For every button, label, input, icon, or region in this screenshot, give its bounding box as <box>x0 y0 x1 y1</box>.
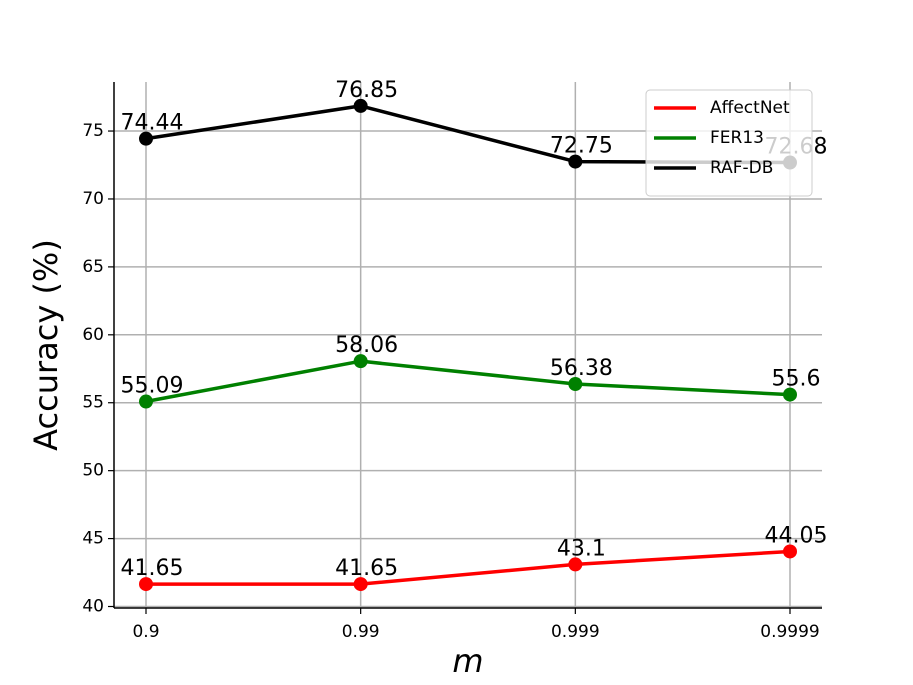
y-tick-label: 45 <box>82 529 104 549</box>
x-tick-label: 0.99 <box>342 622 380 642</box>
series-line <box>145 359 791 404</box>
data-label: 55.09 <box>121 374 184 399</box>
y-tick-label: 70 <box>82 189 104 209</box>
x-tick-label: 0.9999 <box>760 622 819 642</box>
y-tick-label: 75 <box>82 121 104 141</box>
data-label: 41.65 <box>335 556 398 581</box>
y-tick-label: 50 <box>82 461 104 481</box>
data-label: 58.06 <box>335 333 398 358</box>
point <box>568 376 583 391</box>
y-tick-label: 40 <box>82 597 104 617</box>
x-axis-label: m <box>452 642 483 680</box>
y-tick-label: 55 <box>82 393 104 413</box>
legend-label: AffectNet <box>710 98 790 118</box>
data-label: 41.65 <box>121 556 184 581</box>
y-axis-label: Accuracy (%) <box>27 239 65 451</box>
y-tick-label: 65 <box>82 257 104 277</box>
legend-label: FER13 <box>710 128 764 148</box>
legend-label: RAF-DB <box>710 158 773 178</box>
point <box>353 354 368 369</box>
point <box>353 98 368 113</box>
point <box>783 544 797 559</box>
x-tick-label: 0.9 <box>132 622 159 642</box>
point <box>139 394 153 409</box>
point <box>139 131 153 146</box>
point <box>783 387 797 402</box>
data-label: 76.85 <box>335 78 398 103</box>
point <box>353 577 368 592</box>
data-label: 44.05 <box>765 523 828 548</box>
data-label: 74.44 <box>121 111 184 136</box>
y-tick-label: 60 <box>82 325 104 345</box>
data-label: 72.75 <box>550 134 613 159</box>
point <box>568 557 583 572</box>
data-label: 43.1 <box>557 536 606 561</box>
point <box>568 154 583 169</box>
data-label: 55.6 <box>772 367 821 392</box>
data-label: 56.38 <box>550 356 613 381</box>
series-line <box>146 549 791 586</box>
x-tick-label: 0.999 <box>551 622 600 642</box>
point <box>139 577 153 592</box>
